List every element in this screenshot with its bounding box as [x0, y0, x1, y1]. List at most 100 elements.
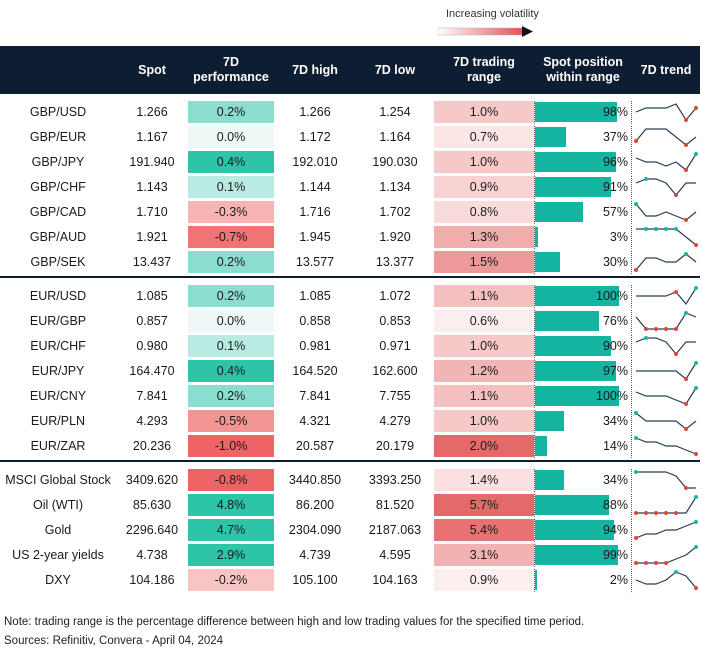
- high-cell: 2304.090: [274, 519, 356, 544]
- trend-low-point: [634, 511, 638, 515]
- position-value: 100%: [596, 389, 628, 403]
- trend-cell: [632, 310, 700, 335]
- trend-cell: [632, 251, 700, 276]
- trend-low-point: [694, 586, 698, 590]
- position-bar: [535, 227, 538, 247]
- trend-line: [635, 337, 696, 355]
- position-bar: [535, 470, 564, 490]
- trend-cell: [632, 569, 700, 594]
- trend-high-point: [644, 227, 648, 231]
- trend-line: [635, 128, 697, 146]
- range-cell: 1.0%: [434, 101, 534, 126]
- spot-cell: 2296.640: [116, 519, 188, 544]
- row-name: Gold: [0, 519, 116, 544]
- spot-cell: 1.266: [116, 101, 188, 126]
- trend-sparkline: [635, 386, 698, 406]
- high-cell: 1.716: [274, 201, 356, 226]
- range-cell: 1.1%: [434, 285, 534, 310]
- trend-cell: [632, 201, 700, 226]
- trend-high-point: [634, 436, 638, 440]
- spot-cell: 0.980: [116, 335, 188, 360]
- performance-cell: 0.0%: [188, 310, 274, 335]
- high-cell: 1.945: [274, 226, 356, 251]
- position-value: 97%: [602, 364, 628, 378]
- range-cell: 3.1%: [434, 544, 534, 569]
- trend-cell: [632, 385, 700, 410]
- low-cell: 2187.063: [356, 519, 434, 544]
- table-body: GBP/USD 1.266 0.2% 1.266 1.254 1.0% 98% GBP/EUR…: [0, 94, 700, 594]
- table-row: Oil (WTI) 85.630 4.8% 86.200 81.520 5.7% 88%: [0, 494, 700, 519]
- trend-low-point: [664, 327, 668, 331]
- position-value: 99%: [602, 548, 628, 562]
- trend-sparkline: [634, 495, 698, 515]
- trend-high-point: [674, 227, 678, 231]
- position-cell: 14%: [534, 435, 632, 460]
- footnote-text: Note: trading range is the percentage di…: [4, 616, 585, 628]
- position-bar: [535, 495, 609, 515]
- position-bar: [535, 520, 614, 540]
- performance-cell: 0.2%: [188, 251, 274, 276]
- trend-low-point: [664, 561, 668, 565]
- trend-line: [635, 387, 697, 405]
- range-cell: 1.0%: [434, 151, 534, 176]
- trend-high-point: [634, 411, 638, 415]
- position-value: 34%: [602, 414, 628, 428]
- position-bar: [535, 202, 583, 222]
- row-name: DXY: [0, 569, 116, 594]
- trend-high-point: [674, 570, 678, 574]
- trend-sparkline: [634, 545, 698, 565]
- trend-sparkline: [635, 152, 698, 172]
- high-cell: 86.200: [274, 494, 356, 519]
- trend-line: [635, 521, 697, 539]
- spot-cell: 1.921: [116, 226, 188, 251]
- col-header-trend: 7D trend: [632, 46, 700, 94]
- col-header-high: 7D high: [274, 46, 356, 94]
- performance-cell: -0.3%: [188, 201, 274, 226]
- trend-cell: [632, 469, 700, 494]
- trend-high-point: [694, 361, 698, 365]
- range-cell: 1.1%: [434, 385, 534, 410]
- trend-low-point: [684, 168, 688, 172]
- range-cell: 5.7%: [434, 494, 534, 519]
- trend-sparkline: [636, 361, 698, 381]
- position-value: 3%: [609, 230, 628, 244]
- performance-cell: 2.9%: [188, 544, 274, 569]
- trend-high-point: [694, 495, 698, 499]
- trend-line: [636, 496, 697, 514]
- performance-cell: -0.8%: [188, 469, 274, 494]
- trend-low-point: [654, 561, 658, 565]
- trend-low-point: [634, 268, 638, 272]
- trend-cell: [632, 494, 700, 519]
- position-cell: 57%: [534, 201, 632, 226]
- col-header-name: [0, 46, 116, 94]
- trend-high-point: [694, 386, 698, 390]
- trend-line: [636, 287, 697, 306]
- trend-low-point: [684, 118, 688, 122]
- range-cell: 1.2%: [434, 360, 534, 385]
- volatility-arrow-icon: [438, 26, 533, 37]
- spot-cell: 3409.620: [116, 469, 188, 494]
- trend-sparkline: [634, 202, 697, 222]
- group-gap: [0, 462, 700, 469]
- position-bar: [535, 545, 619, 565]
- trend-low-point: [684, 427, 688, 431]
- row-name: GBP/JPY: [0, 151, 116, 176]
- trend-cell: [632, 519, 700, 544]
- trend-cell: [632, 176, 700, 201]
- trend-high-point: [644, 177, 648, 181]
- trend-sparkline: [634, 128, 697, 147]
- range-cell: 0.8%: [434, 201, 534, 226]
- spot-cell: 1.143: [116, 176, 188, 201]
- trend-sparkline: [636, 286, 698, 306]
- low-cell: 1.072: [356, 285, 434, 310]
- spot-cell: 1.710: [116, 201, 188, 226]
- position-value: 14%: [602, 439, 628, 453]
- high-cell: 13.577: [274, 251, 356, 276]
- trend-low-point: [644, 561, 648, 565]
- group-separator: [0, 276, 700, 278]
- fx-summary-table: Spot 7D performance 7D high 7D low 7D tr…: [0, 46, 700, 594]
- trend-sparkline: [634, 252, 697, 272]
- table-row: GBP/JPY 191.940 0.4% 192.010 190.030 1.0% 96%: [0, 151, 700, 176]
- range-cell: 2.0%: [434, 435, 534, 460]
- trend-cell: [632, 335, 700, 360]
